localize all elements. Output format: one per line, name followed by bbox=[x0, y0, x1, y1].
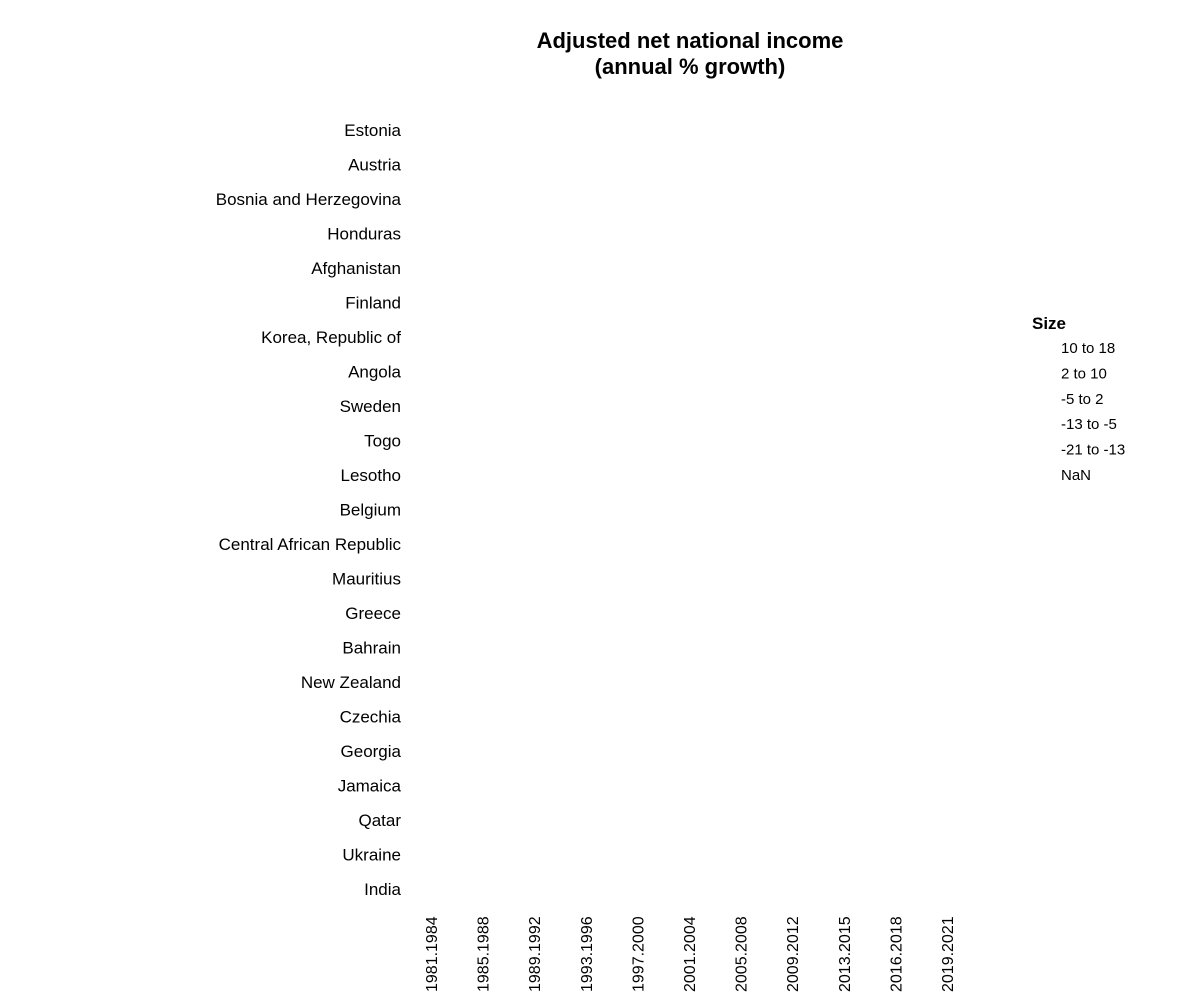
column-label: 2001.2004 bbox=[682, 916, 699, 992]
legend-item: -13 to -5 bbox=[1061, 416, 1117, 433]
row-label: India bbox=[364, 880, 401, 899]
row-label: Lesotho bbox=[341, 466, 402, 485]
column-label: 1993.1996 bbox=[579, 916, 596, 992]
legend-item: -21 to -13 bbox=[1061, 442, 1125, 459]
row-label: Togo bbox=[364, 432, 401, 451]
row-label: Estonia bbox=[344, 121, 401, 140]
row-label: Ukraine bbox=[342, 846, 401, 865]
row-label: Angola bbox=[348, 363, 401, 382]
row-label: Czechia bbox=[340, 708, 402, 727]
chart-title-line-2: (annual % growth) bbox=[594, 54, 786, 79]
chart-title: Adjusted net national income (annual % g… bbox=[490, 28, 890, 80]
country-axis-labels: Estonia Austria Bosnia and Herzegovina Hond… bbox=[216, 121, 402, 899]
column-label: 1997.2000 bbox=[630, 916, 647, 992]
row-label: Sweden bbox=[340, 397, 401, 416]
row-label: Greece bbox=[345, 604, 401, 623]
row-label: Afghanistan bbox=[311, 259, 401, 278]
row-label: Jamaica bbox=[338, 777, 402, 796]
row-label: Austria bbox=[348, 156, 401, 175]
legend-item: -5 to 2 bbox=[1061, 391, 1104, 408]
row-label: Honduras bbox=[327, 225, 401, 244]
row-label: Qatar bbox=[358, 811, 401, 830]
row-label: Georgia bbox=[341, 742, 402, 761]
period-axis-labels: 1981.1984 1985.1988 1989.1992 1993.1996 1997… bbox=[424, 916, 957, 992]
row-label: Bosnia and Herzegovina bbox=[216, 190, 402, 209]
row-label: New Zealand bbox=[301, 673, 401, 692]
column-label: 2013.2015 bbox=[837, 916, 854, 992]
row-label: Bahrain bbox=[342, 639, 401, 658]
column-label: 2005.2008 bbox=[734, 916, 751, 992]
legend-item: NaN bbox=[1061, 467, 1091, 484]
row-label: Belgium bbox=[340, 501, 401, 520]
row-label: Finland bbox=[345, 294, 401, 313]
column-label: 2019.2021 bbox=[940, 916, 957, 992]
chart-title-line-1: Adjusted net national income bbox=[536, 28, 844, 53]
row-label: Central African Republic bbox=[219, 535, 402, 554]
column-label: 2016.2018 bbox=[888, 916, 905, 992]
legend-item: 10 to 18 bbox=[1061, 340, 1115, 357]
column-label: 1985.1988 bbox=[476, 916, 493, 992]
row-label: Korea, Republic of bbox=[261, 328, 401, 347]
column-label: 1981.1984 bbox=[424, 916, 441, 992]
row-label: Mauritius bbox=[332, 570, 401, 589]
size-legend: Size 10 to 18 2 to 10 -5 to 2 -13 to -5 -21 t… bbox=[1032, 314, 1125, 484]
legend-item: 2 to 10 bbox=[1061, 365, 1107, 382]
legend-title: Size bbox=[1032, 314, 1066, 333]
column-label: 2009.2012 bbox=[785, 916, 802, 992]
column-label: 1989.1992 bbox=[527, 916, 544, 992]
